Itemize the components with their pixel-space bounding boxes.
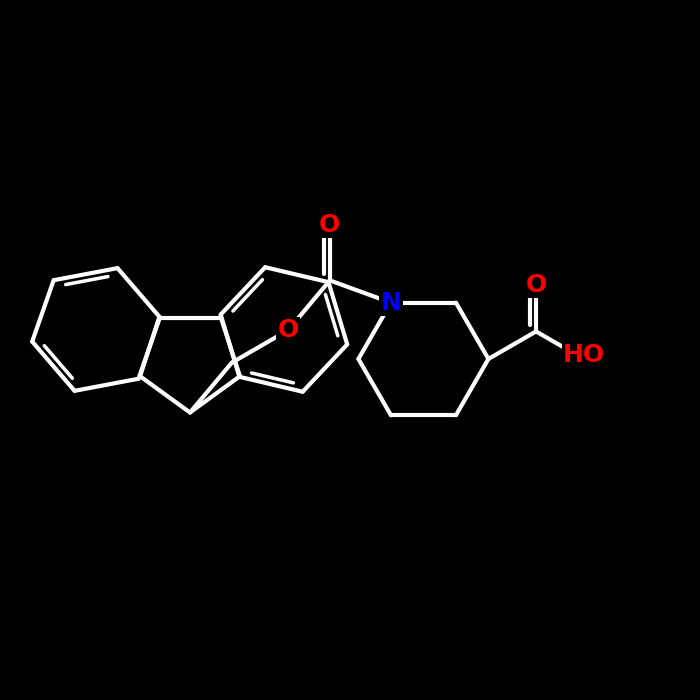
Text: O: O bbox=[277, 318, 299, 342]
Text: O: O bbox=[319, 214, 340, 237]
Text: N: N bbox=[381, 290, 401, 314]
Text: HO: HO bbox=[563, 343, 605, 367]
Text: O: O bbox=[526, 273, 547, 297]
